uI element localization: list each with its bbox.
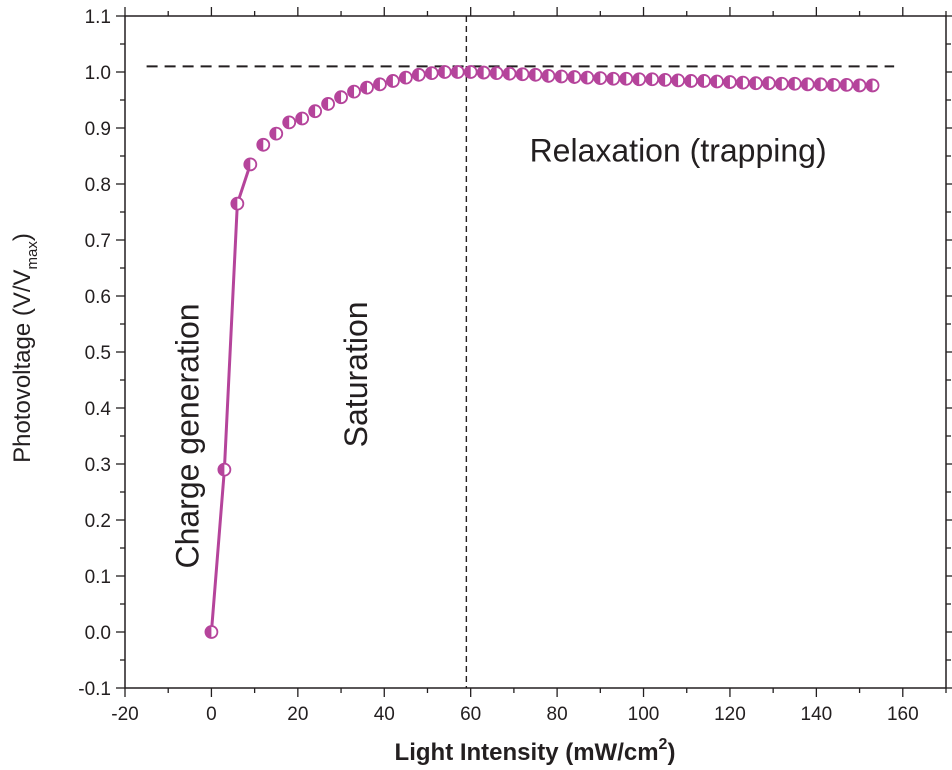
data-point (450, 65, 465, 79)
y-tick-label: 1.0 (85, 63, 111, 84)
data-point (748, 76, 763, 91)
data-point (282, 115, 297, 130)
data-point (308, 104, 323, 119)
data-point (697, 74, 711, 88)
data-point (243, 157, 258, 172)
data-point (606, 71, 621, 86)
data-point (671, 73, 685, 88)
x-tick-label: 80 (547, 704, 568, 725)
data-point (476, 65, 491, 80)
data-point (411, 67, 426, 82)
x-tick-label: 40 (374, 704, 395, 725)
y-tick-label: 0.0 (85, 623, 111, 644)
data-point (723, 75, 737, 89)
data-point (347, 84, 361, 99)
data-point (334, 90, 348, 105)
x-axis: -20 0 20 40 60 80 100 120 140 160 (111, 7, 947, 725)
data-point (580, 70, 595, 85)
data-point (554, 69, 569, 84)
x-axis-title: Light Intensity (mW/cm2) (395, 736, 676, 766)
data-point (658, 72, 673, 87)
data-point (269, 126, 284, 141)
data-point (800, 77, 815, 92)
data-point (528, 67, 543, 82)
data-point (230, 196, 245, 211)
plot-border (124, 15, 947, 689)
data-point (813, 77, 828, 92)
data-point (710, 74, 724, 89)
plot-frame (124, 15, 947, 689)
data-point (632, 72, 647, 87)
annotation-label: Relaxation (trapping) (530, 133, 827, 169)
data-point (684, 74, 698, 88)
x-tick-label: 0 (206, 704, 217, 725)
y-tick-label: 0.5 (85, 343, 111, 364)
data-point (502, 66, 517, 81)
x-tick-label: -20 (111, 704, 138, 725)
y-tick-label: 0.2 (85, 511, 111, 532)
data-point (865, 78, 880, 93)
data-point (398, 70, 413, 85)
y-tick-label: -0.1 (78, 679, 111, 700)
x-tick-label: 160 (887, 704, 919, 725)
data-point (295, 111, 310, 126)
y-tick-label: 0.1 (85, 567, 111, 588)
data-point (373, 77, 387, 92)
data-point (256, 137, 271, 152)
reference-lines (146, 16, 895, 688)
annotation-label: Charge generation (169, 303, 205, 568)
data-point (736, 75, 750, 90)
data-point (619, 71, 634, 86)
data-point (774, 76, 789, 91)
y-tick-label: 0.8 (85, 175, 111, 196)
x-tick-label: 140 (801, 704, 833, 725)
y-tick-label: 0.6 (85, 287, 111, 308)
data-point (567, 70, 582, 84)
x-tick-label: 60 (460, 704, 481, 725)
annotations: Charge generation Saturation Relaxation (t… (169, 133, 826, 569)
data-point (787, 76, 802, 91)
data-point (593, 71, 608, 86)
series-line (209, 163, 252, 633)
y-axis: -0.1 0.0 0.1 0.2 0.3 0.4 0.5 0.6 0.7 0.8 0.9 1.0 1.1 (78, 7, 952, 700)
data-point (852, 78, 867, 93)
data-point (515, 67, 530, 82)
data-point (489, 66, 504, 81)
x-tick-label: 100 (628, 704, 660, 725)
y-tick-label: 0.9 (85, 119, 111, 140)
data-series (204, 65, 880, 639)
x-tick-label: 120 (714, 704, 746, 725)
y-tick-label: 0.7 (85, 231, 111, 252)
x-tick-label: 20 (287, 704, 308, 725)
data-point (321, 97, 335, 111)
y-tick-label: 0.4 (85, 399, 112, 420)
data-point (360, 80, 374, 95)
data-point (424, 66, 439, 81)
data-point (541, 69, 556, 83)
data-point (204, 625, 219, 639)
y-tick-label: 1.1 (85, 7, 111, 28)
data-point (217, 462, 232, 477)
data-point (645, 72, 660, 87)
data-point (761, 76, 776, 91)
data-point (826, 77, 841, 92)
y-axis-title: Photovoltage (V/Vmax) (9, 233, 41, 463)
annotation-label: Saturation (338, 301, 374, 447)
y-tick-label: 0.3 (85, 455, 111, 476)
data-point (839, 77, 854, 92)
data-point (437, 65, 452, 79)
data-point (463, 65, 478, 79)
data-point (386, 74, 400, 88)
